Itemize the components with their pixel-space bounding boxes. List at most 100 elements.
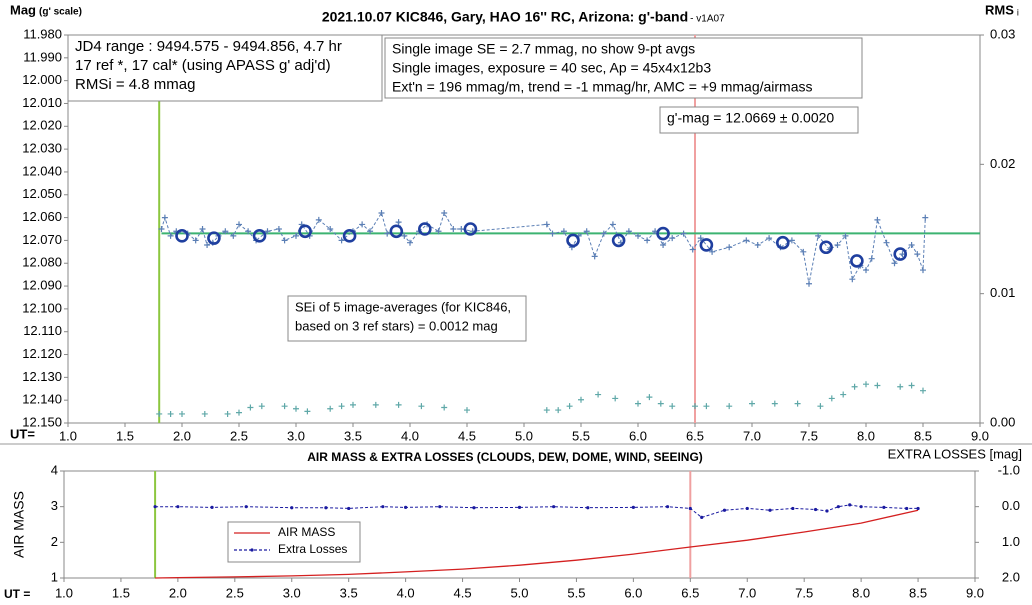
average-marker [775, 235, 790, 250]
average-marker [298, 224, 312, 239]
dot-marker [210, 505, 214, 509]
plus-marker [264, 228, 271, 235]
series-line [155, 509, 919, 579]
plus-marker [806, 280, 812, 287]
plus-marker [635, 400, 641, 407]
x-tick-label: 7.5 [800, 428, 818, 443]
y-tick-label: 12.030 [22, 141, 62, 156]
dot-marker [438, 505, 442, 509]
plot-area [63, 470, 976, 579]
plus-marker [834, 241, 841, 248]
plus-marker [863, 267, 869, 274]
plus-marker [327, 226, 334, 232]
plus-marker [891, 260, 898, 267]
y2-tick-label: 1.0 [1002, 534, 1020, 549]
average-marker [566, 233, 580, 248]
y-tick-label: 12.140 [22, 392, 62, 407]
plus-marker [766, 235, 773, 242]
y-axis-label-note: (g' scale) [39, 7, 82, 18]
plus-marker [236, 221, 242, 228]
plus-marker [367, 228, 374, 235]
x-tick-label: 5.0 [510, 585, 528, 600]
average-marker [175, 229, 189, 243]
x-tick-label: 9.0 [971, 428, 989, 443]
y-tick-label: 12.070 [22, 232, 62, 247]
plus-marker [327, 405, 334, 412]
plus-marker [657, 400, 664, 407]
dot-marker [472, 506, 476, 510]
plus-marker [315, 216, 322, 223]
y2-tick-label: 0.00 [990, 414, 1015, 429]
plus-marker [293, 232, 299, 239]
x-tick-label: 1.0 [59, 428, 77, 443]
legend-box [227, 521, 361, 563]
x-tick-label: 5.5 [567, 585, 585, 600]
y-tick-label: 11.980 [23, 26, 62, 41]
plus-marker [754, 241, 761, 248]
x-tick-label: 1.5 [112, 585, 130, 600]
plus-marker [560, 228, 567, 235]
plus-marker [697, 235, 704, 242]
y-tick-label: 12.060 [22, 209, 62, 224]
plus-marker [236, 409, 242, 416]
annotation-box [67, 34, 383, 102]
plus-marker [874, 216, 881, 223]
plus-marker [840, 391, 847, 398]
x-tick-label: 7.5 [795, 585, 813, 600]
x-axis-label: UT = [4, 587, 30, 601]
x-tick-label: 2.5 [226, 585, 244, 600]
dot-marker [517, 505, 522, 509]
plus-marker [828, 395, 835, 402]
plus-marker [441, 210, 448, 217]
y-tick-label: 4 [51, 462, 58, 477]
y2-axis-label-note: i [1017, 7, 1019, 17]
y-tick-label: 12.100 [22, 300, 62, 315]
plus-marker [201, 410, 208, 417]
annotation-box [659, 106, 859, 134]
plus-marker [543, 407, 550, 414]
x-tick-label: 4.5 [458, 428, 476, 443]
plus-marker [644, 237, 651, 244]
plus-marker [849, 276, 856, 283]
plus-marker [817, 403, 824, 410]
average-marker [463, 222, 478, 236]
average-marker [611, 233, 626, 248]
annotation-text: Single image SE = 2.7 mmag, no show 9-pt… [392, 41, 695, 57]
plus-marker [635, 232, 641, 239]
dot-marker [552, 505, 556, 509]
average-marker [819, 240, 833, 255]
plus-marker [842, 232, 849, 239]
plus-marker [441, 404, 448, 411]
x-tick-label: 7.0 [743, 428, 761, 443]
y2-axis-label: RMS [985, 2, 1014, 17]
annotation-text: SEi of 5 image-averages (for KIC846, [295, 299, 511, 314]
dot-marker [836, 505, 840, 509]
annotation-text: Single images, exposure = 40 sec, Ap = 4… [392, 60, 711, 76]
annotation-text: Ext'n = 196 mmag/m, trend = -1 mmag/hr, … [392, 79, 813, 95]
y-tick-label: 12.040 [22, 163, 62, 178]
dot-marker [700, 515, 704, 519]
average-marker [389, 224, 404, 239]
plus-marker [199, 226, 206, 232]
x-tick-label: 1.0 [55, 585, 73, 600]
x-tick-label: 6.5 [681, 585, 699, 600]
y-tick-label: 11.990 [23, 49, 62, 64]
x-tick-label: 4.0 [401, 428, 419, 443]
plus-marker [384, 230, 391, 237]
plus-marker [771, 400, 778, 407]
dot-marker [153, 505, 157, 509]
plus-marker [275, 226, 282, 232]
x-tick-label: 5.5 [572, 428, 590, 443]
average-marker [656, 226, 670, 241]
plus-marker [230, 232, 237, 239]
chart-subtitle: - v1A07 [690, 14, 725, 25]
y-tick-label: 12.050 [22, 186, 62, 201]
plus-marker [689, 246, 696, 253]
dot-marker [791, 506, 795, 511]
plus-marker [378, 210, 385, 217]
y-tick-label: 3 [51, 498, 58, 513]
plus-marker [595, 391, 602, 398]
y-tick-label: 12.120 [22, 346, 62, 361]
plus-marker [407, 239, 413, 246]
y-tick-label: 12.130 [22, 369, 62, 384]
